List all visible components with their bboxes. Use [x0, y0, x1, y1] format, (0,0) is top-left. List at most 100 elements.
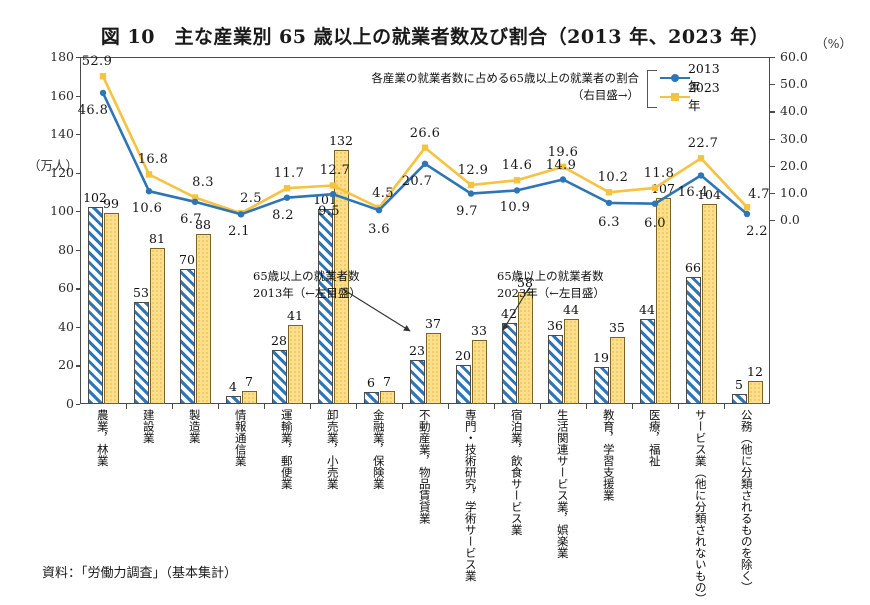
bar-2023-value: 41 [287, 307, 303, 323]
category-label: 生活関連サービス業，娯楽業 [555, 409, 570, 559]
category-label: 不動産業，物品賃貸業 [417, 409, 432, 524]
bars-2013-callout: 65歳以上の就業者数 2013年（←左目盛） [253, 268, 361, 301]
bar-2023-value: 44 [563, 302, 579, 318]
pct-2013-value: 3.6 [368, 222, 390, 238]
y2-axis-tick-label: 50.0 [780, 76, 808, 92]
pct-2023-value: 26.6 [409, 125, 441, 141]
bar-2013-value: 19 [593, 350, 609, 366]
bar-2013-value: 70 [179, 252, 195, 268]
x-axis-tick [494, 404, 496, 409]
bar-2023 [287, 324, 303, 404]
x-axis-tick [264, 404, 266, 409]
bar-2023-value: 81 [149, 230, 165, 246]
category-label: 建設業 [141, 409, 156, 444]
x-axis-tick [540, 404, 542, 409]
bar-2023-value: 7 [245, 373, 253, 389]
pct-2013-value: 6.3 [598, 214, 620, 230]
x-axis-tick [310, 404, 312, 409]
pct-2013-value: 2.2 [746, 224, 768, 240]
category-label: 運輸業，郵便業 [279, 409, 294, 490]
bar-2023 [379, 390, 395, 404]
x-axis-tick [448, 404, 450, 409]
pct-2013-value: 9.7 [456, 203, 478, 219]
pct-2023-value: 16.8 [137, 152, 169, 168]
y2-axis-tick [770, 57, 775, 59]
bar-2023-value: 35 [609, 319, 625, 335]
pct-2023-value: 8.3 [192, 175, 214, 191]
y-axis-tick [76, 365, 80, 367]
bar-2013-value: 36 [547, 317, 563, 333]
y2-axis-tick-label: 30.0 [780, 130, 808, 146]
bars-2023-callout: 65歳以上の就業者数 2023年（←左目盛） [497, 268, 605, 301]
bar-2013-value: 53 [133, 284, 149, 300]
bar-2023 [241, 390, 257, 404]
y-axis-tick [76, 134, 80, 136]
y2-axis-tick-label: 10.0 [780, 184, 808, 200]
bar-2023-value: 7 [383, 373, 391, 389]
category-label: 卸売業，小売業 [325, 409, 340, 490]
pct-2023-value: 11.7 [273, 166, 305, 182]
category-label: 金融業，保険業 [371, 409, 386, 490]
pct-2013-value: 8.2 [272, 207, 294, 223]
bar-2023 [747, 380, 763, 404]
bar-2013 [547, 334, 563, 404]
x-axis-tick [586, 404, 588, 409]
pct-2023-value: 22.7 [687, 136, 719, 152]
bar-2013 [179, 269, 195, 404]
bar-2013 [639, 319, 655, 404]
y-axis-tick-label: 0 [66, 396, 74, 411]
bar-2023 [425, 332, 441, 404]
pct-2023-value: 11.8 [643, 165, 675, 181]
bars-2013-callout-line2: 2013年（←左目盛） [253, 285, 361, 300]
legend-item: 2023年 [660, 80, 725, 113]
pct-2013-value: 2.1 [228, 224, 250, 240]
pct-2013-value: 9.5 [318, 204, 340, 220]
y2-axis-tick-label: 40.0 [780, 103, 808, 119]
y-axis-tick [76, 404, 80, 406]
left-axis-unit: （万人） [28, 158, 79, 173]
category-label: 農業，林業 [95, 409, 110, 467]
x-axis-tick [632, 404, 634, 409]
bar-2013-value: 23 [409, 342, 425, 358]
pct-2023-value: 2.5 [240, 191, 262, 207]
x-axis-tick [678, 404, 680, 409]
y2-axis-tick [770, 192, 775, 195]
pct-2013-value: 6.0 [644, 215, 666, 231]
bars-2023-callout-line1: 65歳以上の就業者数 [497, 269, 604, 283]
legend-circle-icon [660, 72, 690, 84]
y2-axis-tick [770, 138, 775, 140]
y-axis-tick [76, 57, 80, 59]
bar-2023 [609, 336, 625, 404]
y-axis-tick-label: 20 [58, 357, 74, 373]
bar-2023 [701, 203, 717, 404]
x-axis-tick [356, 404, 358, 409]
y2-axis-tick-label: 60.0 [780, 49, 808, 64]
pct-2013-value: 14.9 [545, 157, 577, 173]
pct-2023-value: 12.7 [319, 163, 351, 179]
pct-2013-value: 20.7 [401, 173, 433, 189]
bar-2013 [409, 359, 425, 404]
pct-2023-value: 4.7 [748, 187, 770, 203]
legend-square-icon [660, 91, 690, 103]
bar-2023 [563, 319, 579, 404]
bar-2013 [133, 301, 149, 404]
legend-item: 2013年 [660, 61, 725, 94]
pct-2023-value: 19.6 [547, 144, 579, 160]
bar-2013-value: 20 [455, 348, 471, 364]
x-axis-tick [724, 404, 726, 409]
bar-2023-value: 132 [329, 132, 353, 148]
y2-axis-tick [770, 84, 775, 86]
category-label: サービス業（他に分類されないもの） [693, 409, 708, 605]
pct-2013-value: 46.8 [77, 102, 109, 118]
bar-2013 [501, 323, 517, 404]
legend-item-label: 2023年 [687, 79, 720, 113]
x-axis-tick [126, 404, 128, 409]
bar-2023-value: 33 [471, 323, 487, 339]
page-title: 図 10 主な産業別 65 歳以上の就業者数及び割合（2013 年、2023 年… [100, 26, 770, 48]
y2-axis-tick-label: 0.0 [780, 212, 800, 227]
bar-2013 [271, 350, 287, 404]
bar-2023 [471, 340, 487, 404]
bar-2013-value: 102 [83, 190, 107, 206]
bars-2013-callout-line1: 65歳以上の就業者数 [253, 269, 360, 283]
bar-2013-value: 5 [735, 377, 743, 393]
